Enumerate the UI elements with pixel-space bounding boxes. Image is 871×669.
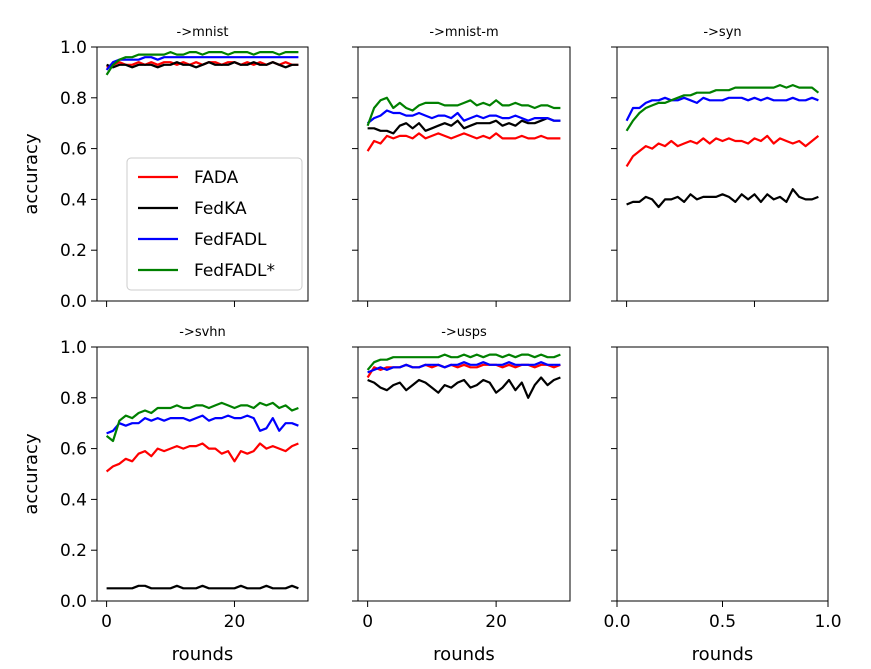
series-line-fedka xyxy=(626,188,819,209)
series-line-fedfadl xyxy=(625,96,819,122)
plot-frame xyxy=(357,346,571,602)
plot-frame xyxy=(616,46,829,302)
panel-empty: 0.0 0.5 1.0 rounds xyxy=(603,346,842,665)
x-axis-title: rounds xyxy=(172,644,234,665)
plot-frame xyxy=(357,46,571,302)
series-line-fedfadl xyxy=(105,56,299,71)
series-line-fada xyxy=(105,442,299,473)
panel-syn: ->syn xyxy=(611,25,829,307)
y-tick-label: 0.2 xyxy=(60,241,87,261)
legend-label: FedFADL* xyxy=(194,261,275,281)
y-tick-label: 0.0 xyxy=(60,292,87,312)
x-tick-label: 1.0 xyxy=(814,612,841,632)
y-tick-label: 0.8 xyxy=(60,389,87,409)
y-tick-label: 0.6 xyxy=(60,140,87,160)
panel-title: ->usps xyxy=(441,325,487,340)
series-line-fada xyxy=(625,134,820,167)
legend-box xyxy=(126,157,303,291)
y-tick-label: 0.8 xyxy=(60,89,87,109)
x-tick-label: 20 xyxy=(224,612,246,632)
y-tick-label: 1.0 xyxy=(60,38,87,58)
y-axis-title: accuracy xyxy=(21,433,42,515)
series-line-fedfadl xyxy=(367,361,561,374)
x-tick-label: 0 xyxy=(362,612,373,632)
x-axis-title: rounds xyxy=(433,644,495,665)
x-tick-label: 20 xyxy=(485,612,507,632)
panel-mnist: 0.0 0.2 0.4 0.6 0.8 1.0 ->mnist accuracy FADA Fed… xyxy=(21,25,309,312)
y-tick-label: 0.4 xyxy=(60,490,87,510)
series-line-fedfadl-star xyxy=(366,96,561,127)
series-line-fedfadl xyxy=(106,414,299,435)
series-line-fedka xyxy=(106,584,299,590)
plot-frame xyxy=(616,346,829,602)
y-tick-label: 0.4 xyxy=(60,190,87,210)
series-line-fedka xyxy=(367,116,561,135)
series-line-fada xyxy=(366,132,561,152)
panel-usps: 0 20 ->usps rounds xyxy=(352,325,571,665)
series-line-fedfadl-star xyxy=(105,401,299,443)
panel-svhn: 0.0 0.2 0.4 0.6 0.8 1.0 0 20 ->svhn accuracy round… xyxy=(21,325,309,665)
legend: FADA FedKA FedFADL FedFADL* xyxy=(126,157,303,291)
panel-title: ->mnist xyxy=(177,25,229,40)
x-tick-label: 0.0 xyxy=(603,612,630,632)
legend-label: FedFADL xyxy=(194,230,267,250)
series-line-fedfadl xyxy=(366,109,561,125)
x-tick-label: 0.5 xyxy=(709,612,736,632)
y-tick-label: 0.0 xyxy=(60,592,87,612)
series-line-fedka xyxy=(106,61,299,69)
series-line-fedka xyxy=(367,376,561,399)
x-tick-label: 0 xyxy=(101,612,112,632)
series-line-fedfadl-star xyxy=(105,50,299,76)
y-tick-label: 1.0 xyxy=(60,338,87,358)
series-line-fedfadl-star xyxy=(625,83,820,132)
plot-frame xyxy=(96,346,309,602)
y-tick-label: 0.6 xyxy=(60,440,87,460)
legend-label: FADA xyxy=(194,168,239,188)
plot-frame xyxy=(96,46,309,302)
y-tick-label: 0.2 xyxy=(60,541,87,561)
panel-title: ->svhn xyxy=(179,325,226,340)
legend-label: FedKA xyxy=(194,199,247,219)
y-axis-title: accuracy xyxy=(21,133,42,215)
panel-title: ->syn xyxy=(703,25,741,40)
x-axis-title: rounds xyxy=(692,644,754,665)
series-line-fedfadl-star xyxy=(366,353,561,371)
panel-title: ->mnist-m xyxy=(429,25,498,40)
panel-mnist-m: ->mnist-m xyxy=(352,25,571,307)
